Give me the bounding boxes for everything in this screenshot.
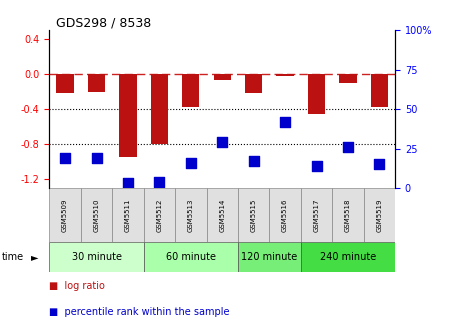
Point [250, 159, 257, 164]
Point [219, 140, 226, 145]
Text: 30 minute: 30 minute [71, 252, 122, 262]
Bar [144, 242, 238, 272]
Bar [49, 242, 144, 272]
Point [156, 179, 163, 184]
Bar [214, 74, 231, 80]
Bar [207, 188, 238, 242]
Text: GSM5512: GSM5512 [156, 198, 163, 232]
Bar [151, 74, 168, 144]
Text: ■  log ratio: ■ log ratio [49, 281, 105, 291]
Bar [144, 188, 175, 242]
Bar [81, 188, 112, 242]
Text: 240 minute: 240 minute [320, 252, 376, 262]
Point [344, 144, 352, 150]
Bar [238, 188, 269, 242]
Text: GSM5519: GSM5519 [376, 198, 383, 232]
Point [187, 160, 194, 166]
Text: GSM5510: GSM5510 [93, 198, 100, 232]
Text: GDS298 / 8538: GDS298 / 8538 [56, 16, 152, 29]
Bar [301, 242, 395, 272]
Text: time: time [2, 252, 24, 262]
Text: 120 minute: 120 minute [241, 252, 298, 262]
Text: GSM5514: GSM5514 [219, 198, 225, 232]
Text: GSM5513: GSM5513 [188, 198, 194, 232]
Bar [238, 242, 301, 272]
Bar [332, 188, 364, 242]
Point [93, 156, 100, 161]
Bar [49, 188, 81, 242]
Bar [175, 188, 207, 242]
Bar [269, 188, 301, 242]
Text: GSM5515: GSM5515 [251, 198, 257, 232]
Bar [88, 74, 105, 92]
Text: GSM5518: GSM5518 [345, 198, 351, 232]
Bar [301, 188, 332, 242]
Text: 60 minute: 60 minute [166, 252, 216, 262]
Bar [112, 188, 144, 242]
Point [62, 156, 69, 161]
Bar [371, 74, 388, 108]
Point [282, 119, 289, 125]
Point [376, 162, 383, 167]
Point [124, 181, 132, 186]
Bar [182, 74, 199, 108]
Bar [364, 188, 395, 242]
Text: GSM5517: GSM5517 [313, 198, 320, 232]
Text: GSM5511: GSM5511 [125, 198, 131, 232]
Bar [57, 74, 74, 93]
Text: GSM5509: GSM5509 [62, 198, 68, 232]
Bar [339, 74, 357, 83]
Text: GSM5516: GSM5516 [282, 198, 288, 232]
Bar [308, 74, 325, 115]
Bar [245, 74, 262, 93]
Bar [119, 74, 136, 158]
Bar [277, 74, 294, 76]
Text: ►: ► [31, 252, 38, 262]
Text: ■  percentile rank within the sample: ■ percentile rank within the sample [49, 307, 230, 318]
Point [313, 163, 320, 169]
